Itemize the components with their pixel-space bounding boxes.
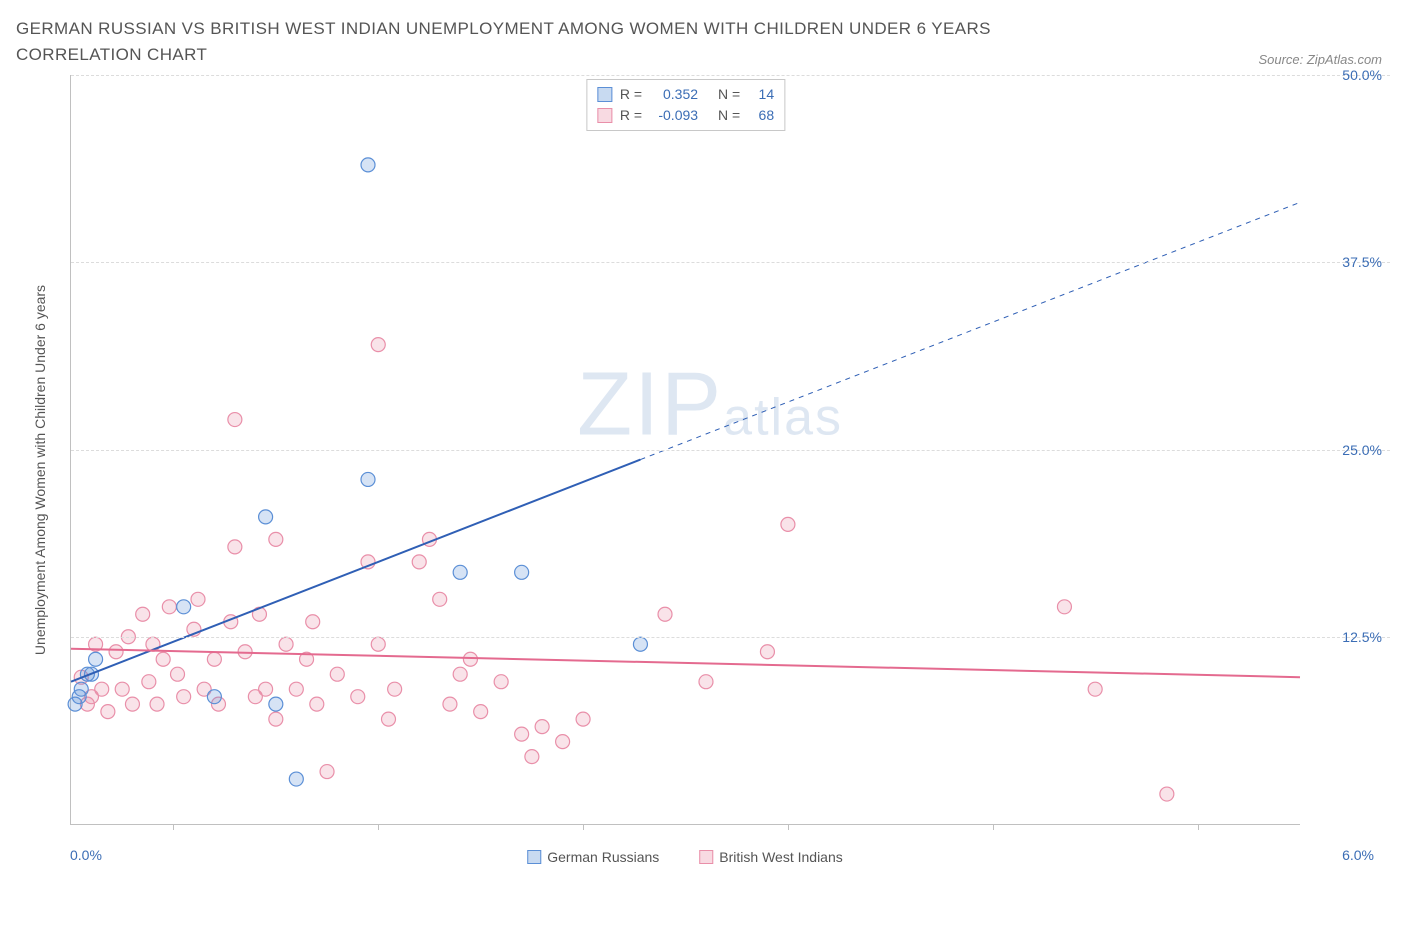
y-tick-label: 12.5%: [1342, 629, 1382, 645]
stats-row-2: R = -0.093 N = 68: [597, 105, 774, 126]
gridline: [71, 450, 1390, 451]
y-axis-label: Unemployment Among Women with Children U…: [32, 285, 48, 655]
x-max-label: 6.0%: [1342, 847, 1374, 863]
swatch-series-2: [597, 108, 612, 123]
stats-row-1: R = 0.352 N = 14: [597, 84, 774, 105]
legend-label-2: British West Indians: [719, 849, 842, 865]
title-row: GERMAN RUSSIAN VS BRITISH WEST INDIAN UN…: [16, 16, 1390, 67]
legend-label-1: German Russians: [547, 849, 659, 865]
legend-item-2: British West Indians: [699, 849, 842, 865]
y-tick-label: 50.0%: [1342, 67, 1382, 83]
chart-container: GERMAN RUSSIAN VS BRITISH WEST INDIAN UN…: [16, 16, 1390, 914]
plot-inner: R = 0.352 N = 14 R = -0.093 N = 68 ZIPat…: [70, 75, 1300, 825]
y-tick-label: 37.5%: [1342, 254, 1382, 270]
gridline: [71, 262, 1390, 263]
n-value-1: 14: [748, 84, 774, 105]
x-min-label: 0.0%: [70, 847, 102, 863]
stats-box: R = 0.352 N = 14 R = -0.093 N = 68: [586, 79, 785, 131]
legend-swatch-1: [527, 850, 541, 864]
legend-swatch-2: [699, 850, 713, 864]
gridline: [71, 75, 1390, 76]
swatch-series-1: [597, 87, 612, 102]
gridline: [71, 637, 1390, 638]
n-label-2: N =: [718, 105, 740, 126]
legend-item-1: German Russians: [527, 849, 659, 865]
r-label-2: R =: [620, 105, 642, 126]
r-value-1: 0.352: [650, 84, 698, 105]
n-label-1: N =: [718, 84, 740, 105]
r-value-2: -0.093: [650, 105, 698, 126]
bottom-legend: German Russians British West Indians: [527, 849, 843, 865]
x-axis-labels: 0.0% 6.0% German Russians British West I…: [70, 829, 1300, 865]
source-label: Source: ZipAtlas.com: [1258, 52, 1382, 67]
plot-area: Unemployment Among Women with Children U…: [50, 75, 1390, 865]
chart-title: GERMAN RUSSIAN VS BRITISH WEST INDIAN UN…: [16, 16, 1116, 67]
r-label-1: R =: [620, 84, 642, 105]
y-tick-label: 25.0%: [1342, 442, 1382, 458]
n-value-2: 68: [748, 105, 774, 126]
